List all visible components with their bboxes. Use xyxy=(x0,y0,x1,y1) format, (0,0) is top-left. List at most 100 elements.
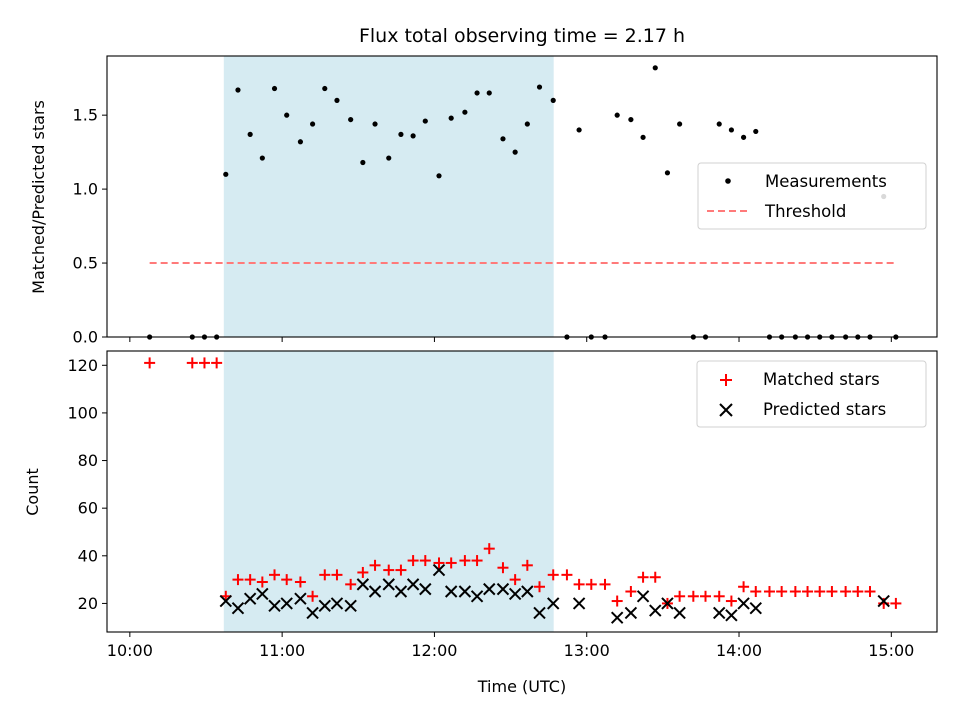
predicted-star-point xyxy=(432,563,446,577)
bottom-panel: 20 40 60 80 100 120 10:00 11:00 12:00 13:00 14:00… xyxy=(23,350,938,696)
matched-star-point xyxy=(763,586,775,598)
predicted-star-point xyxy=(661,597,674,610)
bottom-ytick-label: 60 xyxy=(78,499,98,518)
measurement-point xyxy=(334,97,340,103)
matched-star-point xyxy=(369,559,381,571)
matched-star-point xyxy=(186,357,198,369)
measurement-point xyxy=(271,85,278,92)
legend-measurements-marker xyxy=(725,178,731,184)
measurement-point xyxy=(486,90,492,96)
predicted-star-point xyxy=(368,585,382,598)
predicted-star-point xyxy=(268,599,281,613)
top-ytick-label: 0.0 xyxy=(73,328,98,347)
bottom-legend-box xyxy=(696,360,927,428)
matched-star-point xyxy=(890,597,902,609)
predicted-star-point xyxy=(280,597,293,610)
matched-star-point xyxy=(331,569,343,581)
predicted-star-point xyxy=(624,606,638,620)
measurement-point xyxy=(753,128,759,135)
measurement-point xyxy=(297,139,304,145)
matched-star-point xyxy=(256,576,268,588)
bottom-xtick-label: 10:00 xyxy=(107,641,153,660)
matched-star-point xyxy=(738,581,750,593)
measurement-point xyxy=(512,149,518,155)
bottom-y-axis-label: Count xyxy=(23,468,42,516)
predicted-star-point xyxy=(243,592,257,605)
matched-star-point xyxy=(471,555,483,567)
predicted-star-point xyxy=(318,599,331,613)
predicted-star-point xyxy=(330,597,344,610)
measurement-point xyxy=(410,133,416,139)
top-ytick-label: 1.0 xyxy=(73,180,98,199)
legend-matched-marker xyxy=(720,374,732,386)
predicted-star-point xyxy=(649,604,662,617)
top-ytick-label: 1.5 xyxy=(73,106,98,125)
matched-star-point xyxy=(814,586,826,598)
bottom-xtick-label: 11:00 xyxy=(259,641,305,660)
matched-star-point xyxy=(725,595,737,607)
matched-star-point xyxy=(878,597,890,609)
measurement-point xyxy=(474,90,480,96)
matched-star-point xyxy=(625,586,637,598)
matched-star-point xyxy=(802,586,814,598)
bottom-ytick-label: 120 xyxy=(67,356,98,375)
top-panel: 0.0 0.5 1.0 1.5 Flux total observing time =… xyxy=(29,25,938,347)
legend-measurements-label: Measurements xyxy=(765,172,887,191)
matched-star-point xyxy=(840,586,852,598)
legend-threshold-label: Threshold xyxy=(764,202,846,221)
matched-star-point xyxy=(573,578,585,590)
matched-star-point xyxy=(269,569,281,581)
x-axis-label: Time (UTC) xyxy=(477,677,566,696)
predicted-star-point xyxy=(572,597,586,610)
matched-star-point xyxy=(585,578,597,590)
predicted-star-point xyxy=(444,585,458,598)
measurement-point xyxy=(372,121,378,127)
bottom-legend: Matched stars Predicted stars xyxy=(696,360,927,428)
top-y-ticks: 0.0 0.5 1.0 1.5 xyxy=(73,106,107,347)
matched-star-point xyxy=(674,590,686,602)
matched-star-point xyxy=(445,557,457,569)
predicted-star-point xyxy=(470,590,484,603)
predicted-star-point xyxy=(496,582,510,596)
predicted-star-point xyxy=(458,585,472,598)
measurement-point xyxy=(284,112,290,118)
matched-star-point xyxy=(144,357,156,369)
top-axes-frame xyxy=(106,55,938,338)
matched-star-point xyxy=(232,574,244,586)
top-x-ticks xyxy=(129,337,892,342)
predicted-star-point xyxy=(294,592,307,605)
matched-star-point xyxy=(521,559,533,571)
matched-star-point xyxy=(419,555,431,567)
measurement-point xyxy=(664,170,671,176)
predicted-star-point xyxy=(533,606,546,620)
predicted-star-point xyxy=(713,606,726,620)
matched-star-point xyxy=(826,586,838,598)
measurement-point xyxy=(322,85,328,92)
measurement-point xyxy=(652,65,658,71)
measurement-point xyxy=(462,109,468,115)
top-legend-box xyxy=(697,162,927,230)
measurement-point xyxy=(259,155,265,161)
measurement-point xyxy=(536,84,543,90)
measurement-point xyxy=(640,134,646,140)
measurement-point xyxy=(235,87,241,93)
measurement-point xyxy=(247,131,253,137)
matched-star-point xyxy=(687,590,699,602)
top-y-axis-label: Matched/Predicted stars xyxy=(29,100,48,294)
measurement-point xyxy=(360,159,366,166)
legend-matched-label: Matched stars xyxy=(763,370,880,389)
predicted-star-point xyxy=(737,597,750,610)
measurement-point xyxy=(309,121,316,127)
predicted-star-point xyxy=(673,606,686,620)
matched-star-point xyxy=(534,581,546,593)
measurement-point xyxy=(677,121,683,127)
predicted-star-point xyxy=(877,594,890,608)
legend-predicted-marker xyxy=(719,403,733,417)
matched-star-point xyxy=(281,574,293,586)
measurement-point xyxy=(386,155,392,161)
predicted-star-point xyxy=(306,606,319,620)
measurement-point xyxy=(398,131,404,137)
matched-star-point xyxy=(319,569,331,581)
matched-star-point xyxy=(395,564,407,576)
